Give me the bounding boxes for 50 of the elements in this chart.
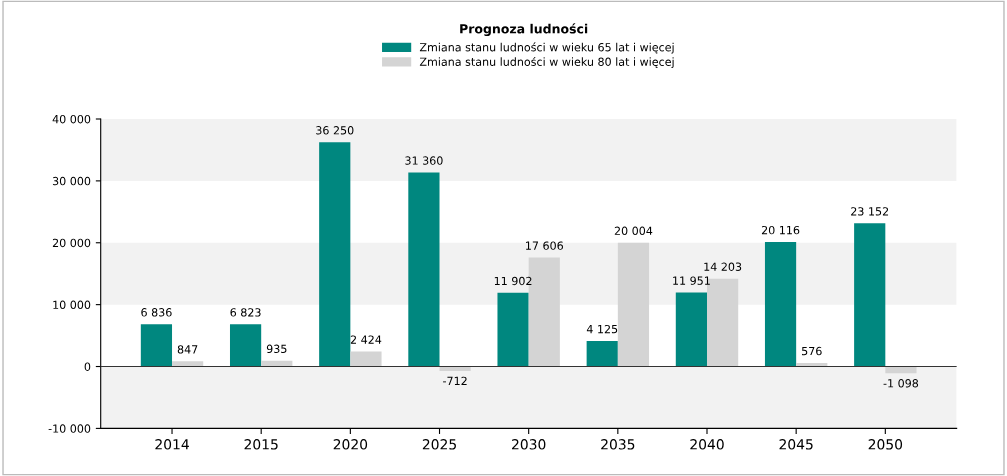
y-tick-label: 40 000 [52,114,91,124]
data-label: 847 [177,345,198,354]
x-tick-label: 2014 [155,439,189,450]
chart-title: Prognoza ludności [460,23,588,37]
data-label: 11 951 [673,276,710,285]
data-label: 17 606 [526,241,564,250]
y-tick-label: 10 000 [53,300,91,310]
bar [617,242,650,367]
data-label: -712 [443,376,467,385]
data-label: 11 902 [494,276,532,286]
data-label: 36 250 [316,126,354,135]
data-label: 23 152 [851,207,889,216]
bar [885,366,917,374]
data-label: 6 836 [141,308,172,317]
x-tick-label: 2025 [422,439,456,450]
x-tick-label: 2015 [244,439,278,450]
x-tick-label: 2030 [512,439,546,450]
bar [172,361,204,367]
data-label: 2 424 [350,335,382,344]
data-label: -1 098 [883,379,919,388]
y-tick-label: -10 000 [48,424,91,433]
bar [140,324,173,367]
x-tick-label: 2040 [690,439,724,450]
bar [497,292,529,367]
bar [319,142,351,367]
x-tick-label: 2035 [601,439,635,450]
bar [764,242,797,367]
legend-label: Zmiana stanu ludności w wieku 80 lat i więcej [419,56,674,69]
data-label: 576 [802,346,822,356]
data-label: 4 125 [586,324,618,334]
data-label: 20 004 [614,226,653,236]
bar [229,324,262,367]
data-label: 14 203 [704,262,742,271]
y-tick-label: 0 [84,362,91,371]
bar [675,292,707,367]
y-tick-label: 20 000 [52,238,91,248]
y-tick-label: 30 000 [52,176,91,186]
bar [408,172,440,367]
data-label: 20 116 [761,225,800,235]
x-tick-label: 2020 [333,439,368,450]
x-tick-label: 2045 [779,439,813,450]
x-tick-label: 2050 [868,439,903,450]
bar [350,351,382,367]
legend-label: Zmiana stanu ludności w wieku 65 lat i więcej [419,42,674,54]
data-label: 935 [266,344,287,354]
bar [586,340,618,367]
data-label: 6 823 [230,308,261,317]
data-label: 31 360 [405,156,443,165]
bar [854,223,886,367]
bar [439,366,471,371]
